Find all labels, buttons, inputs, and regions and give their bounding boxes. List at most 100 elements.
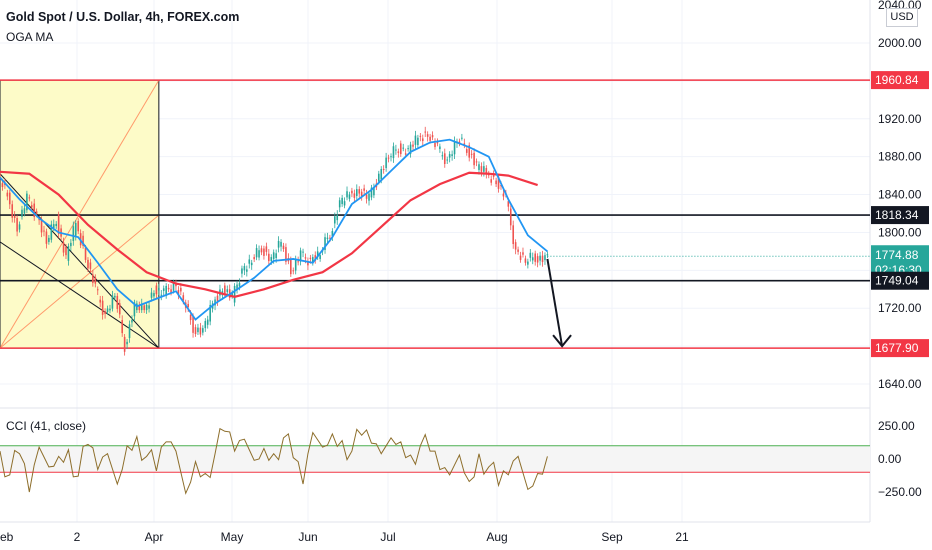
candle-body	[365, 194, 368, 199]
candle-body	[483, 166, 485, 172]
candle-body	[133, 302, 136, 317]
time-axis[interactable]: eb 2 Apr May Jun Jul Aug Sep 21	[0, 530, 689, 544]
candle-body	[377, 173, 380, 182]
candle-body	[13, 215, 16, 218]
candle-body	[263, 248, 265, 256]
candle-body	[360, 191, 363, 196]
candle-body	[534, 253, 536, 262]
candle-body	[258, 250, 260, 258]
candle-body	[385, 157, 387, 169]
cci-legend[interactable]: CCI (41, close)	[6, 419, 87, 433]
candle-body	[429, 136, 431, 141]
candle-body	[206, 319, 209, 325]
candle-body	[275, 253, 277, 259]
candle-body	[536, 256, 539, 263]
candle-body	[268, 253, 270, 262]
candle-body	[448, 154, 451, 158]
time-tick-label: Jun	[298, 530, 317, 544]
candle-body	[236, 284, 238, 290]
candle-body	[21, 209, 23, 217]
candle-body	[8, 192, 11, 205]
level-price-badge[interactable]	[871, 271, 929, 290]
candle-body	[297, 261, 299, 263]
candle-body	[492, 175, 495, 177]
candle-body	[478, 164, 480, 170]
candle-body	[363, 188, 365, 191]
level-price-badge[interactable]	[871, 206, 929, 225]
candle-body	[96, 289, 99, 291]
candle-body	[446, 159, 449, 161]
ma-slow-line	[0, 170, 538, 298]
candle-body	[412, 144, 414, 147]
candle-body	[514, 242, 517, 250]
candle-body	[114, 295, 116, 298]
candle-body	[35, 211, 38, 214]
candle-body	[443, 153, 446, 165]
ma-fast-line	[0, 138, 548, 321]
candle-body	[434, 142, 436, 147]
candle-body	[50, 224, 53, 240]
candle-body	[531, 257, 534, 261]
candle-body	[182, 295, 185, 301]
candle-body	[57, 214, 60, 235]
arrow-shaft[interactable]	[546, 258, 564, 347]
candle-body	[424, 131, 427, 133]
candle-body	[355, 189, 358, 196]
candle-body	[62, 242, 65, 253]
candle-body	[116, 295, 119, 309]
level-price-label: 1749.04	[875, 274, 919, 288]
candle-body	[180, 287, 182, 292]
candle-body	[407, 148, 409, 150]
candle-body	[226, 289, 229, 293]
candle-body	[324, 237, 326, 250]
price-axis[interactable]: 2040.002000.001960.841920.001880.001840.…	[871, 0, 929, 499]
arrow-head	[552, 334, 572, 348]
indicator-legend[interactable]: OGA MA	[6, 30, 54, 44]
time-tick-label: 21	[675, 530, 689, 544]
candle-body	[123, 336, 126, 352]
candle-body	[265, 246, 268, 252]
level-price-badge[interactable]	[871, 71, 929, 90]
candle-body	[312, 257, 314, 263]
candle-body	[397, 151, 400, 153]
candle-body	[334, 216, 336, 224]
level-price-label: 1818.34	[875, 208, 919, 222]
currency-badge[interactable]: USD	[886, 8, 918, 27]
candle-body	[497, 176, 500, 189]
time-tick-label: May	[221, 530, 244, 544]
candle-body	[373, 187, 375, 196]
candle-body	[243, 266, 246, 271]
candle-body	[172, 282, 175, 291]
candle-body	[404, 153, 407, 155]
candle-body	[84, 247, 87, 260]
candle-body	[128, 324, 131, 339]
price-tick-label: 1800.00	[878, 225, 922, 239]
projection-arrow[interactable]	[546, 258, 572, 348]
level-price-badge[interactable]	[871, 339, 929, 358]
level-price-label: 1960.84	[875, 73, 919, 87]
candle-body	[189, 314, 192, 321]
candle-body	[426, 134, 429, 137]
candle-body	[165, 285, 167, 296]
time-tick-label: eb	[0, 530, 14, 544]
candle-body	[380, 168, 383, 180]
candle-body	[277, 240, 280, 248]
candle-body	[399, 143, 402, 155]
candle-body	[162, 288, 165, 291]
cci-pane	[0, 427, 870, 495]
last-price-label: 1774.88	[875, 248, 919, 262]
trend-line[interactable]	[0, 241, 160, 349]
candle-body	[26, 193, 28, 211]
price-tick-label: 2000.00	[878, 36, 922, 50]
candle-body	[260, 248, 263, 253]
candle-body	[402, 147, 405, 149]
candle-body	[94, 277, 97, 284]
symbol-title[interactable]: Gold Spot / U.S. Dollar, 4h, FOREX.com	[6, 10, 240, 24]
candle-body	[70, 242, 72, 247]
candle-body	[390, 156, 392, 158]
candle-body	[143, 305, 145, 311]
horizontal-levels[interactable]	[0, 79, 870, 349]
candle-body	[233, 285, 236, 303]
candle-body	[509, 208, 512, 226]
